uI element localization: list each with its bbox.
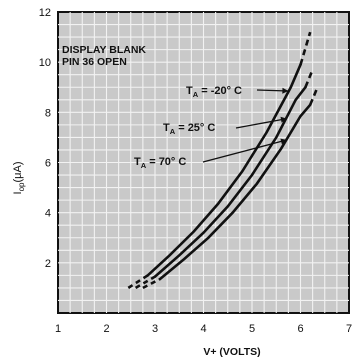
series-label-minus20: TA = -20° C <box>186 85 242 99</box>
series-line-2 <box>158 103 312 281</box>
annotations: DISPLAY BLANK PIN 36 OPEN <box>62 44 146 68</box>
y-tick-label: 2 <box>45 258 51 270</box>
series-labels: TA = -20° C TA = 25° C TA = 70° C <box>134 85 242 170</box>
series-line-dashed-high-0 <box>299 31 312 66</box>
y-tick-label: 4 <box>45 208 51 220</box>
x-tick-label: 5 <box>249 323 255 335</box>
leader-line-2 <box>202 139 288 163</box>
x-tick-label: 4 <box>200 323 206 335</box>
x-tick-label: 3 <box>152 323 158 335</box>
y-axis-label: Iop(μA) <box>12 162 26 195</box>
y-tick-label: 6 <box>45 158 51 170</box>
series-lines <box>127 31 319 290</box>
arrowhead-1 <box>280 116 287 123</box>
series-line-dashed-high-1 <box>304 69 314 88</box>
series-line-1 <box>153 86 307 278</box>
annotation-pin-36-open: PIN 36 OPEN <box>62 56 127 68</box>
y-tick-label: 10 <box>39 57 51 69</box>
arrowhead-2 <box>280 138 287 145</box>
leader-line-1 <box>235 117 288 129</box>
x-tick-label: 2 <box>103 323 109 335</box>
y-tick-label: 12 <box>39 7 51 19</box>
series-line-dashed-low-2 <box>142 277 161 290</box>
series-line-0 <box>146 63 302 277</box>
leader-arrows <box>202 87 289 163</box>
x-tick-label: 7 <box>346 323 352 335</box>
y-tick-label: 8 <box>45 107 51 119</box>
x-tick-label: 6 <box>297 323 303 335</box>
x-axis-label: V+ (VOLTS) <box>203 346 260 358</box>
x-tick-label: 1 <box>55 323 61 335</box>
series-line-dashed-high-2 <box>309 86 319 106</box>
annotation-display-blank: DISPLAY BLANK <box>62 44 146 56</box>
series-line-dashed-low-1 <box>134 275 156 290</box>
series-line-dashed-low-0 <box>127 274 149 289</box>
series-label-25: TA = 25° C <box>163 122 215 136</box>
arrowhead-0 <box>282 87 289 94</box>
series-label-70: TA = 70° C <box>134 156 186 170</box>
